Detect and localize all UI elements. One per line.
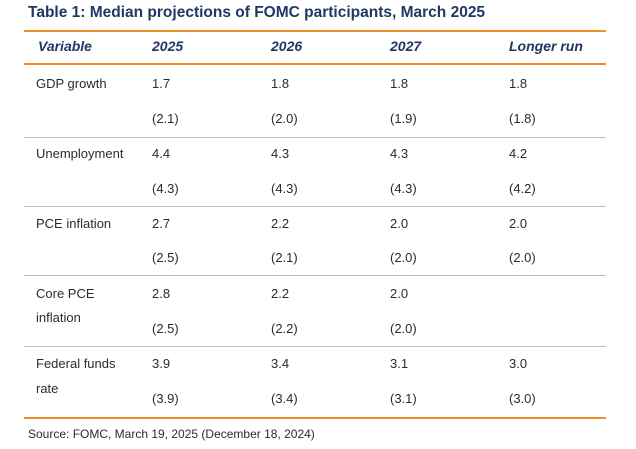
value-longer-run: 4.2 <box>509 146 528 161</box>
row-label-continued: rate <box>36 381 59 396</box>
value-2026: 3.4 <box>271 356 290 371</box>
previous-2025: (2.5) <box>152 250 179 265</box>
previous-2027: (2.0) <box>390 250 417 265</box>
value-2025: 2.7 <box>152 216 171 231</box>
row-label: PCE inflation <box>36 216 112 231</box>
table-title: Table 1: Median projections of FOMC part… <box>28 4 486 21</box>
previous-2026: (2.0) <box>271 111 298 126</box>
previous-2025: (3.9) <box>152 391 179 406</box>
title-rule <box>24 30 606 32</box>
previous-2025: (2.1) <box>152 111 179 126</box>
value-2027: 4.3 <box>390 146 409 161</box>
value-longer-run: 1.8 <box>509 76 528 91</box>
col-header-2027: 2027 <box>390 38 422 54</box>
value-2026: 2.2 <box>271 286 290 301</box>
previous-2026: (2.1) <box>271 250 298 265</box>
row-divider <box>24 346 606 347</box>
value-2025: 4.4 <box>152 146 171 161</box>
value-2025: 3.9 <box>152 356 171 371</box>
row-label: Core PCE <box>36 286 95 301</box>
previous-longer-run: (1.8) <box>509 111 536 126</box>
value-2026: 2.2 <box>271 216 290 231</box>
row-label: Federal funds <box>36 356 116 371</box>
previous-2027: (2.0) <box>390 321 417 336</box>
row-label: GDP growth <box>36 76 107 91</box>
previous-2026: (2.2) <box>271 321 298 336</box>
value-longer-run: 2.0 <box>509 216 528 231</box>
value-2026: 4.3 <box>271 146 290 161</box>
value-2026: 1.8 <box>271 76 290 91</box>
previous-2025: (2.5) <box>152 321 179 336</box>
value-2027: 3.1 <box>390 356 409 371</box>
previous-longer-run: (2.0) <box>509 250 536 265</box>
value-2027: 2.0 <box>390 286 409 301</box>
col-header-2026: 2026 <box>271 38 303 54</box>
previous-longer-run: (4.2) <box>509 181 536 196</box>
previous-2026: (4.3) <box>271 181 298 196</box>
value-2025: 2.8 <box>152 286 171 301</box>
header-rule <box>24 63 606 65</box>
row-divider <box>24 137 606 138</box>
previous-2025: (4.3) <box>152 181 179 196</box>
previous-2027: (1.9) <box>390 111 417 126</box>
value-2027: 1.8 <box>390 76 409 91</box>
previous-2027: (4.3) <box>390 181 417 196</box>
row-label-continued: inflation <box>36 310 81 325</box>
previous-2027: (3.1) <box>390 391 417 406</box>
value-2027: 2.0 <box>390 216 409 231</box>
previous-longer-run: (3.0) <box>509 391 536 406</box>
table-bottom-rule <box>24 417 606 419</box>
row-divider <box>24 206 606 207</box>
col-header-longer-run: Longer run <box>509 38 583 54</box>
col-header-2025: 2025 <box>152 38 184 54</box>
value-longer-run: 3.0 <box>509 356 528 371</box>
row-divider <box>24 275 606 276</box>
source-note: Source: FOMC, March 19, 2025 (December 1… <box>28 427 315 441</box>
row-label: Unemployment <box>36 146 124 161</box>
value-2025: 1.7 <box>152 76 171 91</box>
previous-2026: (3.4) <box>271 391 298 406</box>
col-header-variable: Variable <box>38 38 92 54</box>
